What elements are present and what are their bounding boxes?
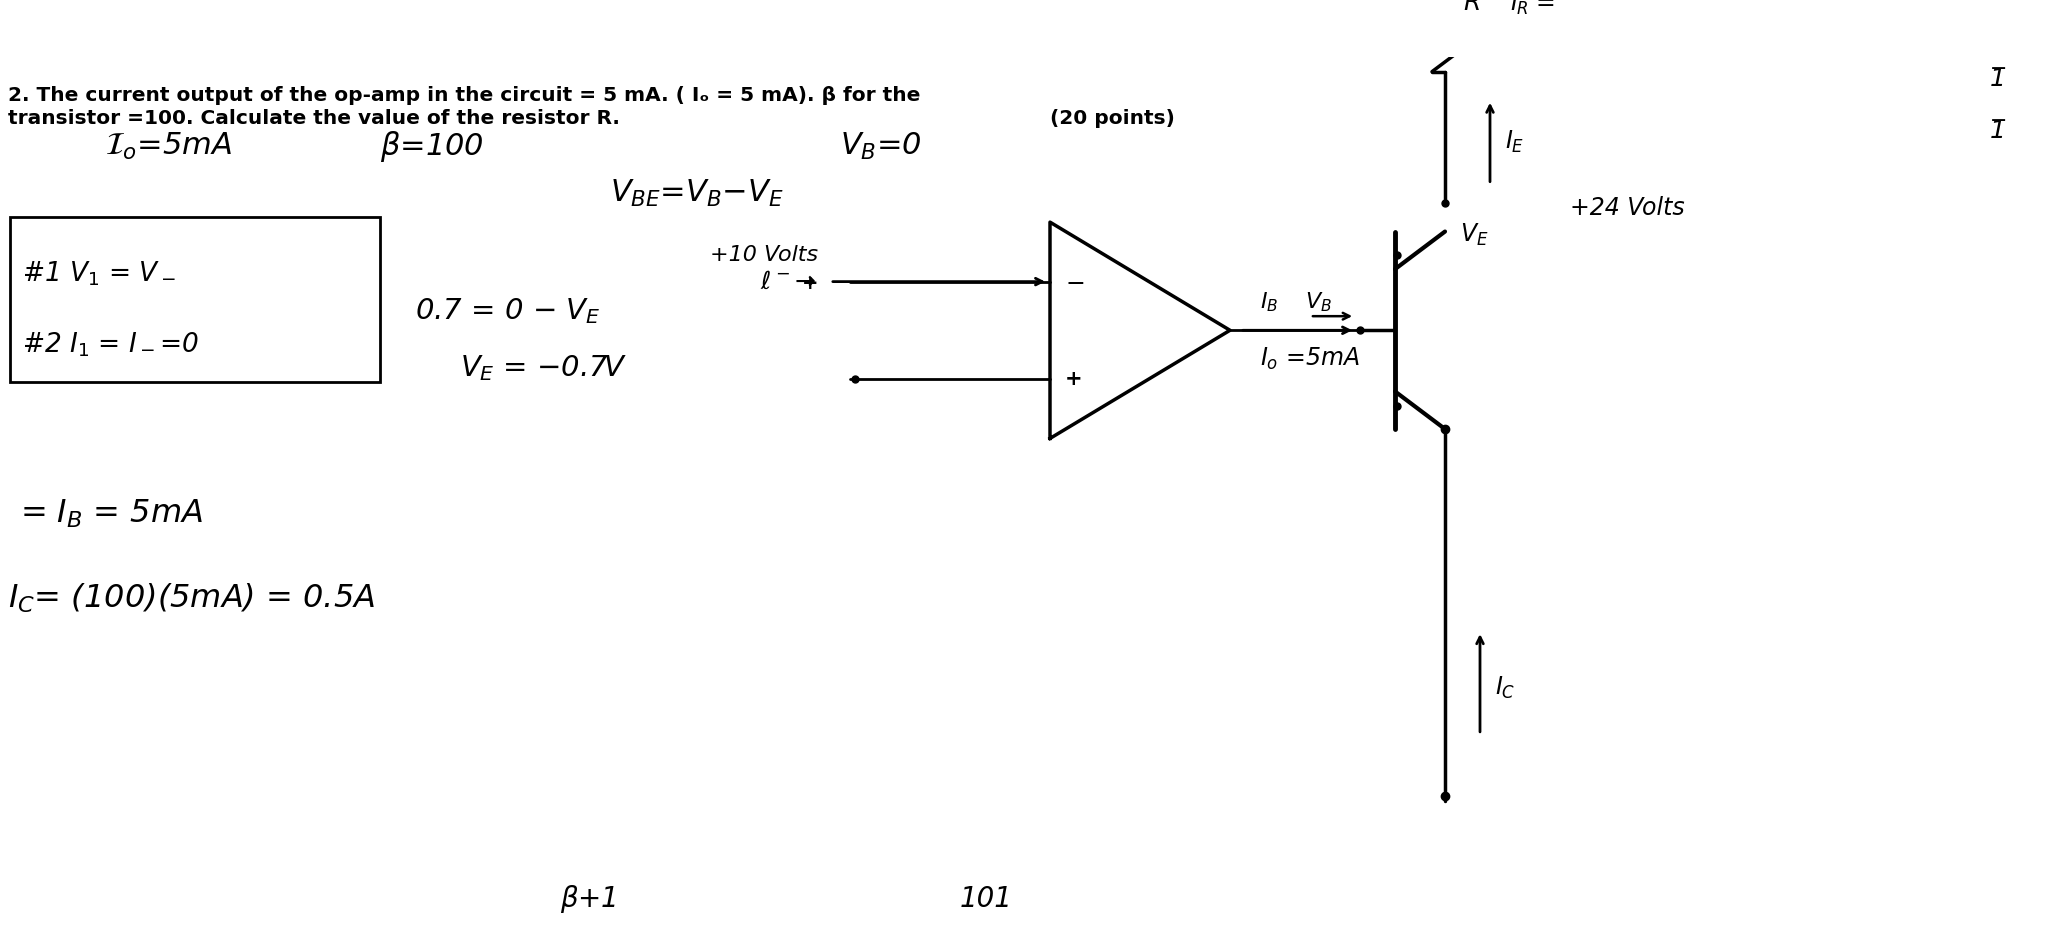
Text: transistor =100. Calculate the value of the resistor R.: transistor =100. Calculate the value of … (8, 109, 620, 128)
Text: = $I_B$ = 5mA: = $I_B$ = 5mA (20, 497, 203, 530)
Bar (10, 218, 381, 382)
Text: 2. The current output of the op-amp in the circuit = 5 mA. ( Iₒ = 5 mA). β for t: 2. The current output of the op-amp in t… (8, 86, 921, 105)
Text: $V_B$: $V_B$ (1305, 290, 1332, 314)
Text: R: R (1463, 0, 1481, 15)
Text: (20 points): (20 points) (1050, 109, 1174, 128)
Text: $I_C$: $I_C$ (1496, 674, 1516, 701)
Text: $-$: $-$ (1066, 270, 1084, 294)
Text: +10 Volts: +10 Volts (710, 245, 818, 265)
Text: $I_C$= (100)(5mA) = 0.5A: $I_C$= (100)(5mA) = 0.5A (8, 582, 374, 615)
Text: $I_{B}$: $I_{B}$ (1260, 290, 1279, 314)
Text: $\#$2 $I_1$ = $I_-$=0: $\#$2 $I_1$ = $I_-$=0 (23, 330, 198, 359)
Text: $V_B$=0: $V_B$=0 (841, 131, 923, 163)
Text: 101: 101 (960, 885, 1013, 913)
Text: +: + (1066, 369, 1082, 389)
Text: $V_{BE}$=$V_B$$-V_E$: $V_{BE}$=$V_B$$-V_E$ (610, 179, 784, 209)
Text: $V_E$ = $-$0.7V: $V_E$ = $-$0.7V (460, 353, 628, 383)
Text: 0.7 = 0 $-$ $V_E$: 0.7 = 0 $-$ $V_E$ (415, 297, 599, 326)
Text: $\beta$+1: $\beta$+1 (561, 883, 616, 915)
Text: $I_o$ =5mA: $I_o$ =5mA (1260, 345, 1361, 372)
Text: $V_E$: $V_E$ (1461, 223, 1489, 248)
Text: $\#$1 $V_1$ = $V_-$: $\#$1 $V_1$ = $V_-$ (23, 260, 176, 288)
Text: 1̅: 1̅ (1991, 119, 2005, 143)
Text: =: = (1534, 0, 1555, 15)
Text: $I_E$: $I_E$ (1506, 129, 1524, 155)
Text: $\beta$=100: $\beta$=100 (381, 129, 483, 165)
Text: $\ell^-$→: $\ell^-$→ (759, 270, 816, 294)
Text: $\mathcal{I}$$_o$=5mA: $\mathcal{I}$$_o$=5mA (104, 131, 231, 163)
Text: +24 Volts: +24 Volts (1569, 196, 1684, 220)
Text: $I_R$: $I_R$ (1510, 0, 1528, 16)
Text: 1̅: 1̅ (1991, 67, 2005, 91)
Text: +: + (802, 274, 818, 293)
